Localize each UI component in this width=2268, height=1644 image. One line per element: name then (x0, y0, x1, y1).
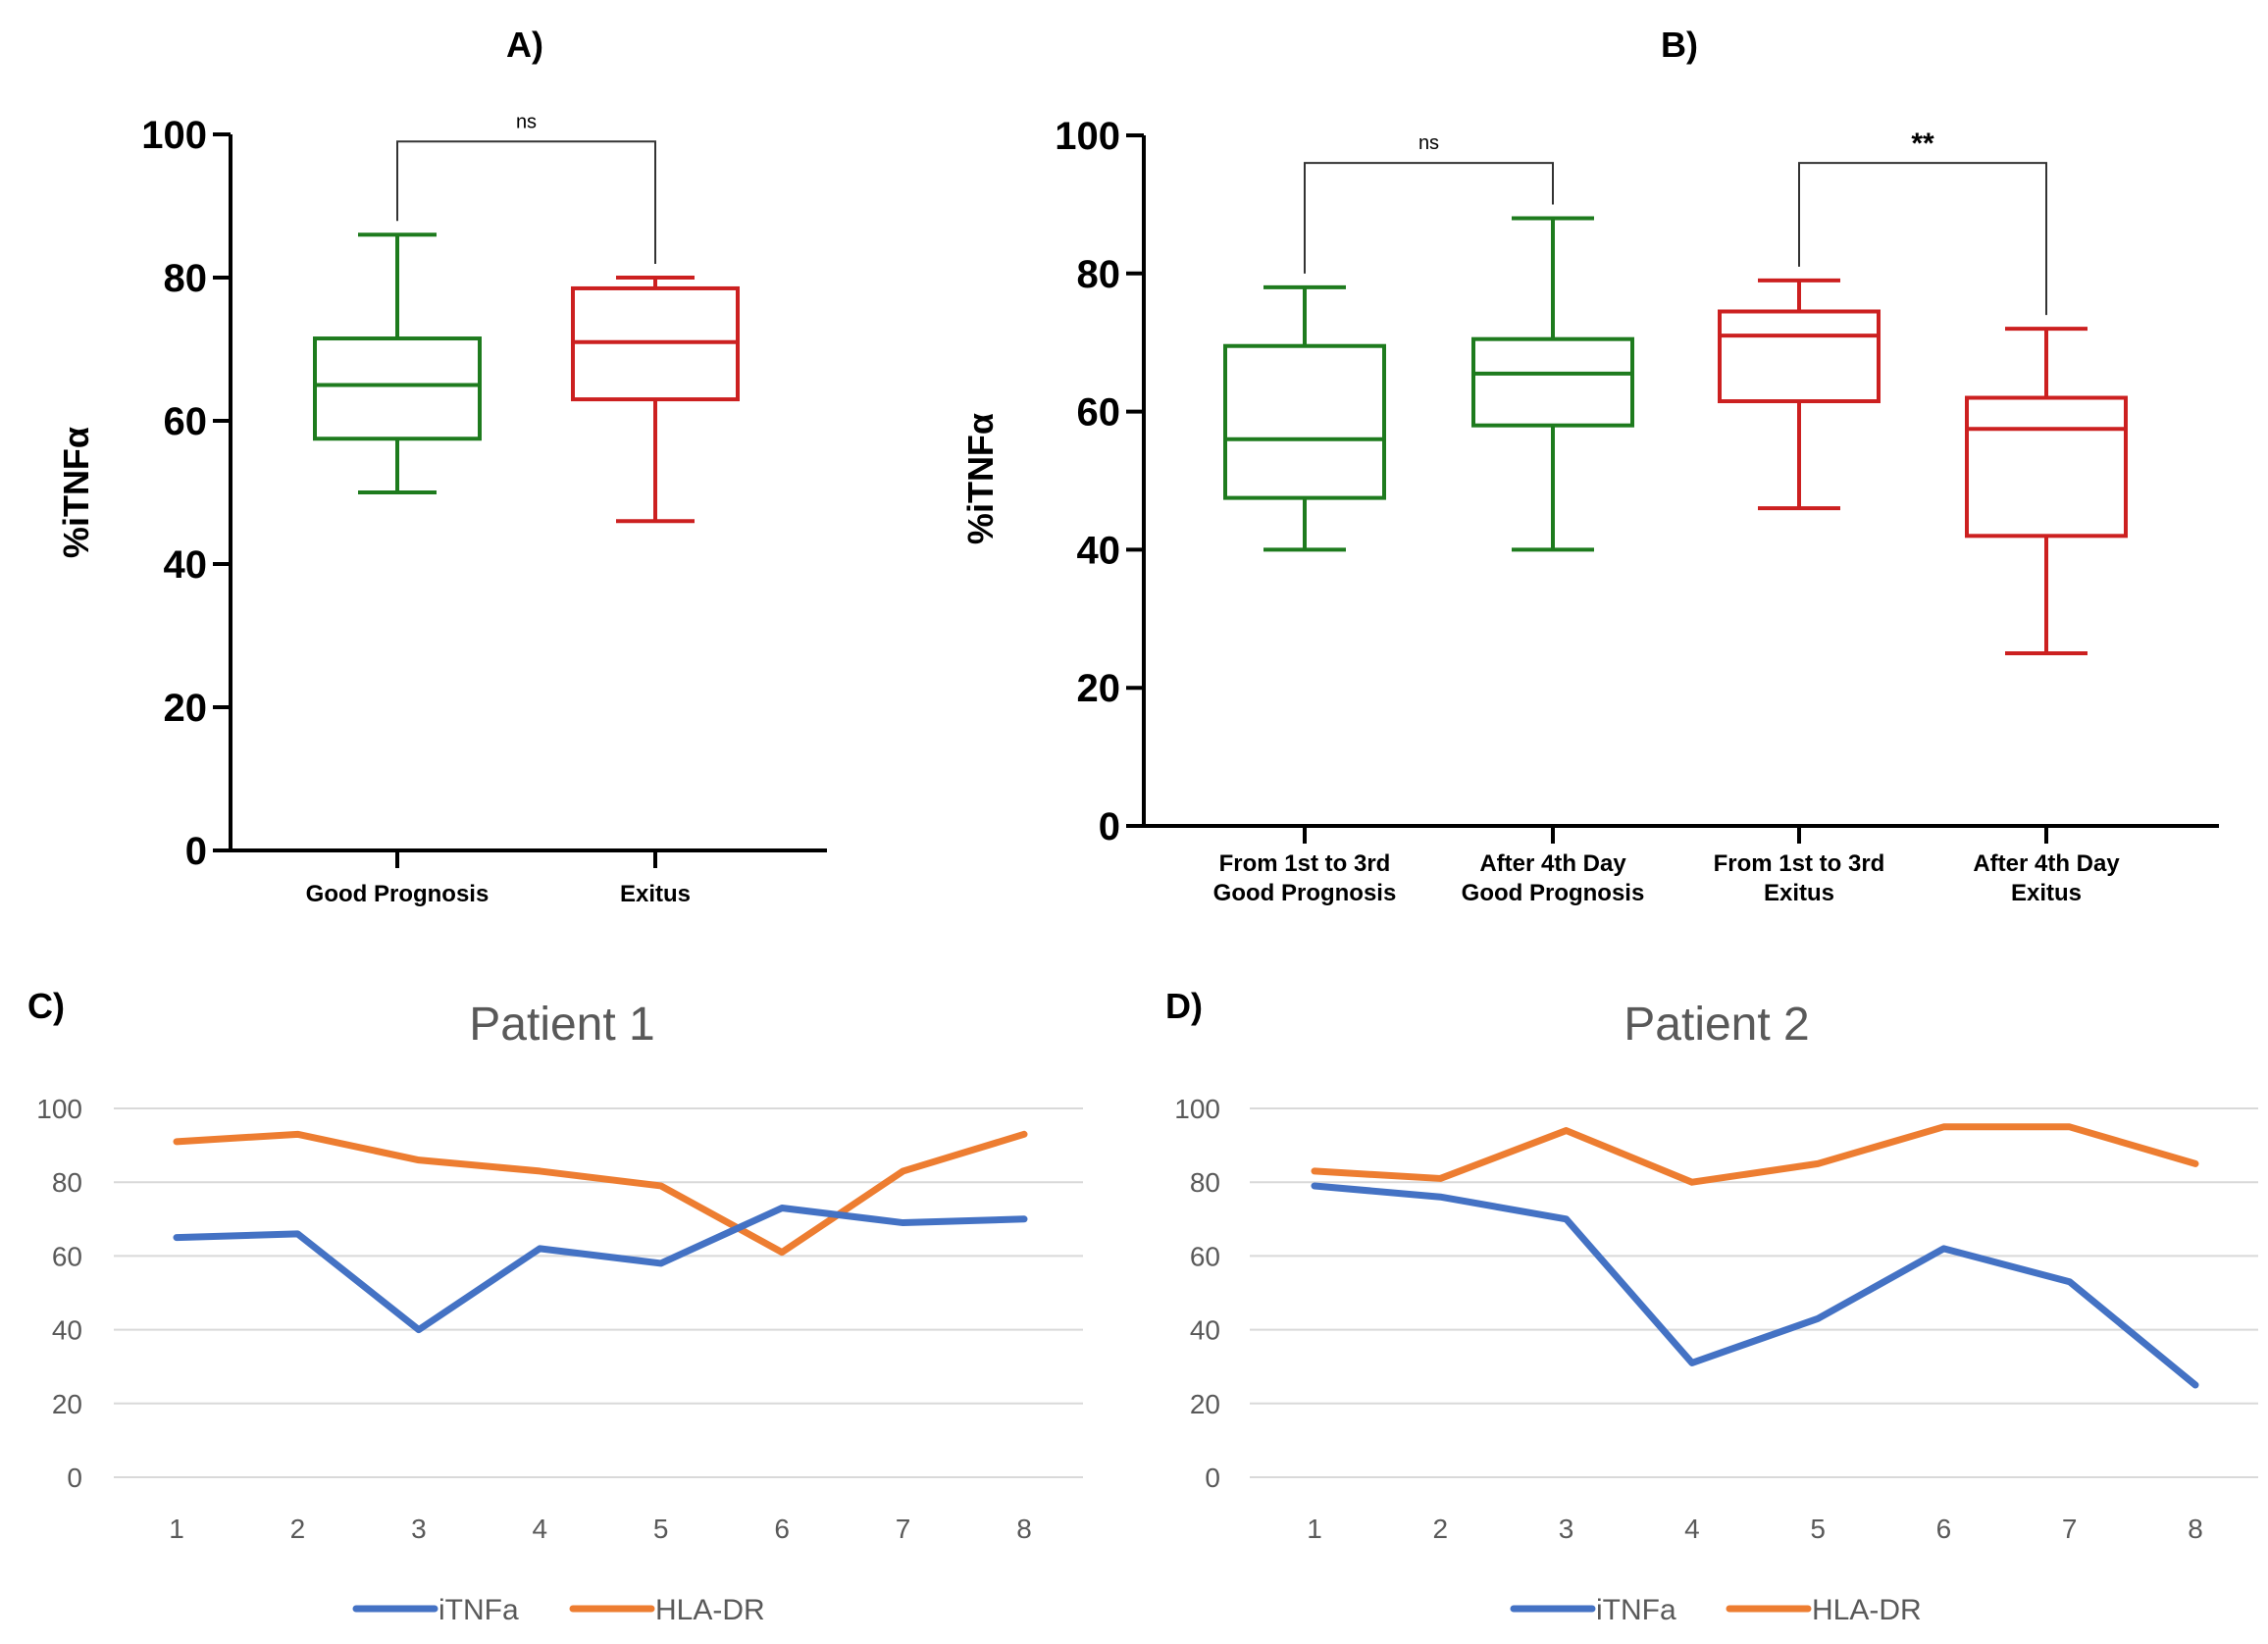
panel-b-y-tick-label: 100 (1055, 115, 1120, 158)
panel-c-title: Patient 1 (469, 999, 654, 1051)
panel-b-significance-label: ** (1911, 128, 1934, 160)
panel-b-title: B) (1661, 25, 1698, 65)
panel-c-y-tick-label: 20 (52, 1389, 82, 1419)
panel-c-x-tick-label: 3 (411, 1514, 427, 1544)
panel-a-y-tick-label: 20 (164, 687, 208, 730)
panel-a-box-iqr (313, 336, 482, 441)
panel-b-y-tick-label: 40 (1077, 529, 1121, 572)
panel-b-box-chart: B) %iTNFα 0 20 40 60 80 100 From 1st to 3rd Goo… (960, 25, 2219, 906)
panel-b-box-iqr (1718, 309, 1881, 404)
panel-a-box-chart: A) %iTNFα 0 20 40 60 80 100 Good Prognosis Exit… (56, 25, 827, 907)
panel-d-legend-label-hla-dr: HLA-DR (1812, 1594, 1922, 1626)
panel-d-series-hla-dr (1311, 1123, 2199, 1186)
panel-b-category-label-line1: After 4th Day (1479, 850, 1626, 877)
panel-c-line-chart: C) Patient 1 0 20 40 60 80 100 1 2 3 4 5 6 7 8 iTNFa HL… (27, 986, 1083, 1626)
panel-b-box-iqr (1223, 343, 1386, 500)
panel-b-y-axis-label: %iTNFα (960, 413, 1001, 544)
panel-c-y-tick-label: 80 (52, 1167, 82, 1198)
panel-b-significance-label: ns (1418, 132, 1439, 154)
panel-c-y-tick-label: 0 (67, 1463, 82, 1493)
panel-a-significance-label: ns (516, 111, 537, 132)
panel-c-y-tick-label: 40 (52, 1315, 82, 1346)
panel-c-x-tick-label: 5 (653, 1514, 669, 1544)
panel-c-x-tick-label: 8 (1016, 1514, 1032, 1544)
panel-c-legend-label-hla-dr: HLA-DR (655, 1594, 765, 1626)
panel-a-y-axis-label: %iTNFα (56, 427, 96, 558)
panel-c-legend-label-itnfa: iTNFa (438, 1594, 519, 1626)
panel-b-category-label-line1: From 1st to 3rd (1714, 850, 1885, 877)
panel-c-x-tick-label: 2 (290, 1514, 306, 1544)
panel-d-title: Patient 2 (1624, 999, 1809, 1051)
panel-b-category-label-line1: After 4th Day (1973, 850, 2120, 877)
panel-a-title: A) (506, 25, 543, 65)
panel-b-box-iqr (1965, 395, 2128, 539)
panel-c-y-tick-label: 100 (36, 1094, 82, 1124)
panel-b-significance-bracket (1304, 162, 1554, 274)
panel-c-x-tick-label: 4 (532, 1514, 547, 1544)
panel-d-x-tick-label: 5 (1810, 1514, 1826, 1544)
panel-a-y-tick-label: 0 (185, 830, 207, 873)
panel-c-series-itnfa (173, 1205, 1028, 1334)
panel-d-line-chart: D) Patient 2 0 20 40 60 80 100 1 2 3 4 5 6 7 8 iTNFa HL… (1165, 986, 2258, 1626)
panel-c-y-tick-label: 60 (52, 1241, 82, 1271)
panel-d-x-tick-label: 7 (2062, 1514, 2078, 1544)
panel-b-y-tick-label: 0 (1099, 805, 1120, 848)
panel-d-x-tick-label: 1 (1307, 1514, 1322, 1544)
panel-b-y-tick-label: 60 (1077, 391, 1121, 435)
panel-d-y-tick-label: 80 (1190, 1167, 1220, 1198)
panel-b-category-label-line2: Exitus (1764, 880, 1834, 906)
panel-b-significance-bracket (1798, 162, 2047, 316)
panel-b-category-label-line2: Good Prognosis (1462, 880, 1645, 906)
panel-d-x-tick-label: 8 (2188, 1514, 2203, 1544)
panel-a-category-label: Good Prognosis (306, 881, 490, 907)
panel-c-x-tick-label: 1 (169, 1514, 184, 1544)
panel-b-category-label-line2: Exitus (2011, 880, 2082, 906)
panel-c-x-tick-label: 7 (896, 1514, 911, 1544)
panel-d-letter: D) (1165, 986, 1203, 1026)
panel-d-y-tick-label: 60 (1190, 1241, 1220, 1271)
panel-a-significance-bracket (396, 140, 656, 264)
panel-a-category-label: Exitus (620, 881, 691, 907)
panel-a-y-tick-label: 60 (164, 400, 208, 443)
panel-d-x-tick-label: 2 (1432, 1514, 1448, 1544)
panel-a-y-tick-label: 80 (164, 257, 208, 300)
panel-d-y-tick-label: 0 (1205, 1463, 1220, 1493)
panel-a-y-tick-label: 100 (141, 114, 207, 157)
panel-d-y-tick-label: 20 (1190, 1389, 1220, 1419)
panel-b-box-iqr (1471, 336, 1634, 428)
panel-a-y-tick-label: 40 (164, 543, 208, 587)
panel-c-x-tick-label: 6 (774, 1514, 790, 1544)
panel-d-series-itnfa (1311, 1182, 2199, 1389)
panel-b-category-label-line1: From 1st to 3rd (1219, 850, 1391, 877)
panel-c-series-hla-dr (173, 1130, 1028, 1257)
panel-b-y-tick-label: 20 (1077, 667, 1121, 710)
panel-d-y-tick-label: 100 (1174, 1094, 1220, 1124)
panel-c-letter: C) (27, 986, 65, 1026)
panel-d-x-tick-label: 4 (1684, 1514, 1700, 1544)
panel-d-legend-label-itnfa: iTNFa (1596, 1594, 1676, 1626)
panel-d-x-tick-label: 6 (1936, 1514, 1952, 1544)
panel-d-y-tick-label: 40 (1190, 1315, 1220, 1346)
panel-b-y-tick-label: 80 (1077, 253, 1121, 296)
panel-b-category-label-line2: Good Prognosis (1213, 880, 1397, 906)
panel-d-x-tick-label: 3 (1559, 1514, 1574, 1544)
